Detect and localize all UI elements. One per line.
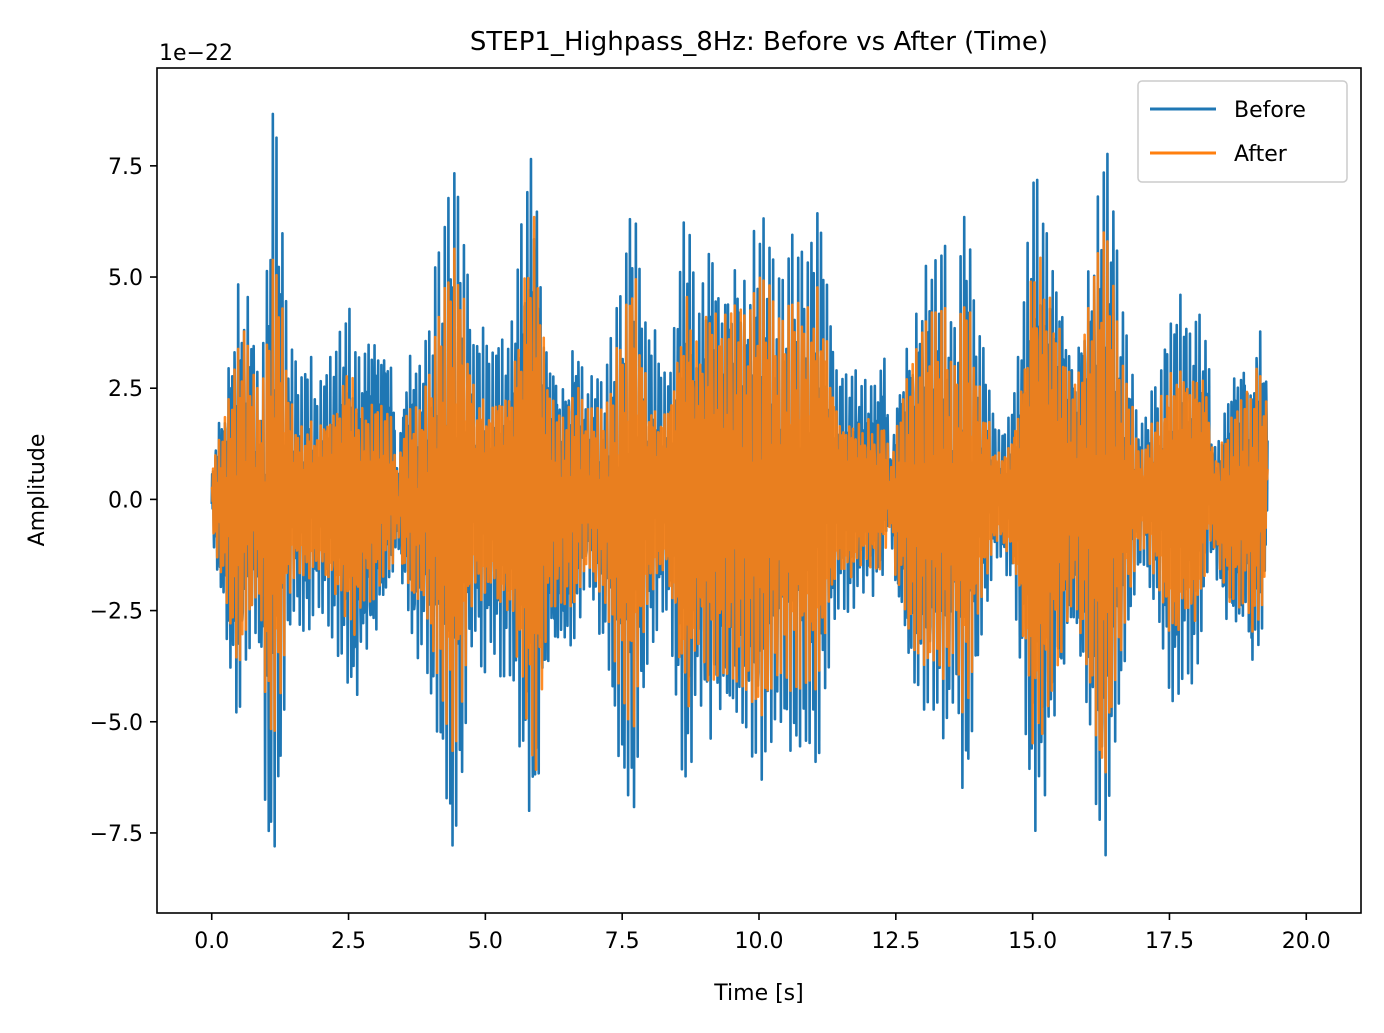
x-tick-label: 10.0 — [735, 929, 784, 954]
x-tick-label: 20.0 — [1282, 929, 1331, 954]
series-line-after — [210, 215, 1269, 774]
chart-title: STEP1_Highpass_8Hz: Before vs After (Tim… — [470, 27, 1048, 57]
y-tick-label: 2.5 — [108, 377, 143, 402]
x-tick-label: 7.5 — [605, 929, 640, 954]
y-tick-label: −7.5 — [90, 822, 143, 847]
y-axis-offset-label: 1e−22 — [159, 41, 233, 66]
x-tick-label: 17.5 — [1145, 929, 1194, 954]
x-axis-ticks: 0.0 2.5 5.0 7.5 10.0 12.5 15.0 17.5 20.0 — [194, 913, 1331, 954]
y-tick-label: 0.0 — [108, 488, 143, 513]
x-tick-label: 5.0 — [468, 929, 503, 954]
y-tick-label: 5.0 — [108, 266, 143, 291]
legend-label-before: Before — [1234, 98, 1306, 123]
series-layer — [210, 112, 1269, 857]
x-tick-label: 2.5 — [331, 929, 366, 954]
legend: Before After — [1137, 80, 1348, 183]
x-tick-label: 15.0 — [1008, 929, 1057, 954]
y-tick-label: 7.5 — [108, 155, 143, 180]
x-axis-label: Time [s] — [713, 981, 803, 1006]
y-tick-label: −2.5 — [90, 600, 143, 625]
y-axis-ticks: −7.5 −5.0 −2.5 0.0 2.5 5.0 7.5 — [90, 155, 157, 847]
y-tick-label: −5.0 — [90, 711, 143, 736]
legend-frame — [1137, 80, 1348, 183]
x-tick-label: 0.0 — [194, 929, 229, 954]
y-axis-label: Amplitude — [25, 434, 50, 547]
x-tick-label: 12.5 — [871, 929, 920, 954]
legend-label-after: After — [1234, 142, 1288, 167]
